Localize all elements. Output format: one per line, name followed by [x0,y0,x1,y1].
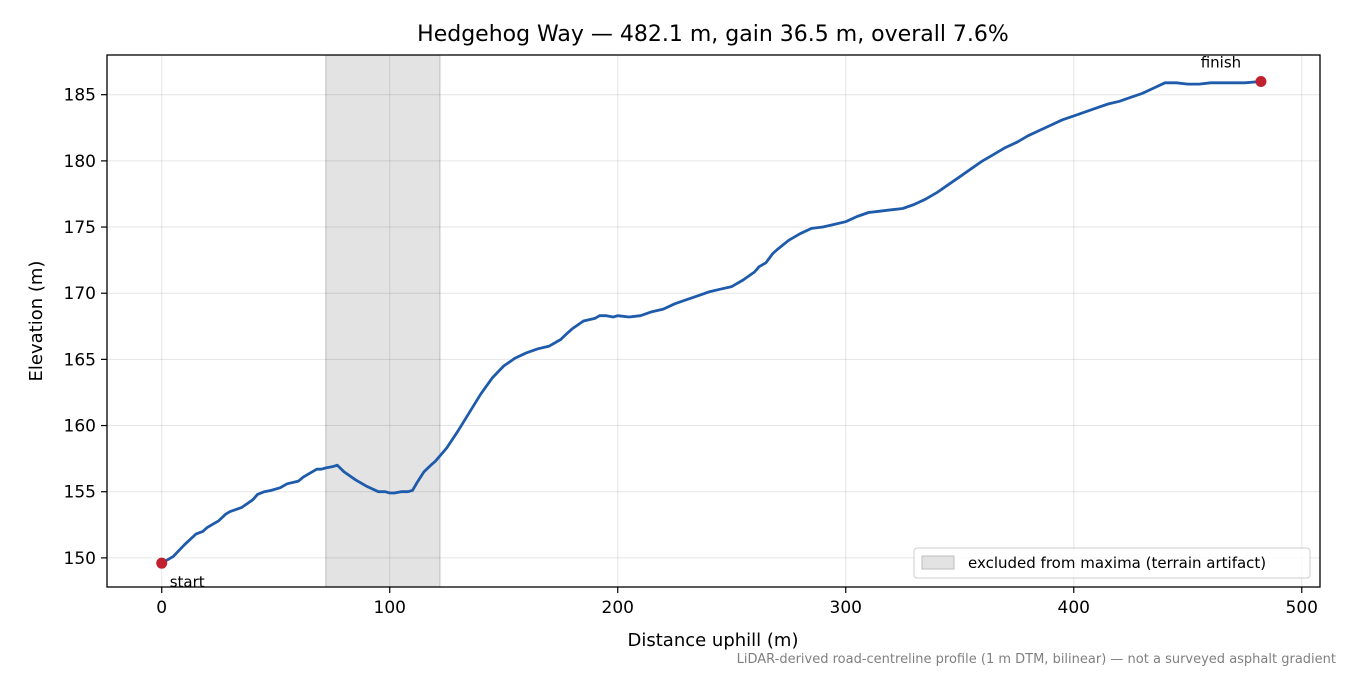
excluded-region-band [325,54,441,588]
x-tick-label: 0 [156,598,167,618]
finish-label: finish [1201,53,1241,71]
y-tick-label: 155 [64,483,96,503]
x-axis-label: Distance uphill (m) [628,630,799,651]
plot-area: start finish 0 100 200 300 400 500 150 155 160 165 1… [64,53,1321,618]
y-tick-label: 180 [64,152,96,172]
legend-swatch [921,555,955,570]
y-tick-label: 150 [64,549,96,569]
start-label: start [170,573,205,591]
y-axis-label: Elevation (m) [26,261,47,382]
elevation-profile-line [160,80,1263,565]
y-tick-label: 185 [64,86,96,106]
legend-label: excluded from maxima (terrain artifact) [968,554,1266,572]
y-tick-label: 175 [64,218,96,238]
x-tick-label: 200 [602,598,634,618]
x-tick-label: 300 [830,598,862,618]
plot-frame [106,54,1321,588]
y-tick-label: 170 [64,284,96,304]
legend-box [913,547,1311,579]
source-footnote: LiDAR-derived road-centreline profile (1… [736,652,1336,667]
x-tick-label: 500 [1286,598,1318,618]
x-tick-label: 400 [1058,598,1090,618]
start-marker [156,557,168,569]
y-tick-label: 165 [64,350,96,370]
chart-title: Hedgehog Way — 482.1 m, gain 36.5 m, ove… [417,22,1009,47]
y-tick-label: 160 [64,417,96,437]
finish-marker [1255,75,1267,87]
x-tick-label: 100 [374,598,406,618]
